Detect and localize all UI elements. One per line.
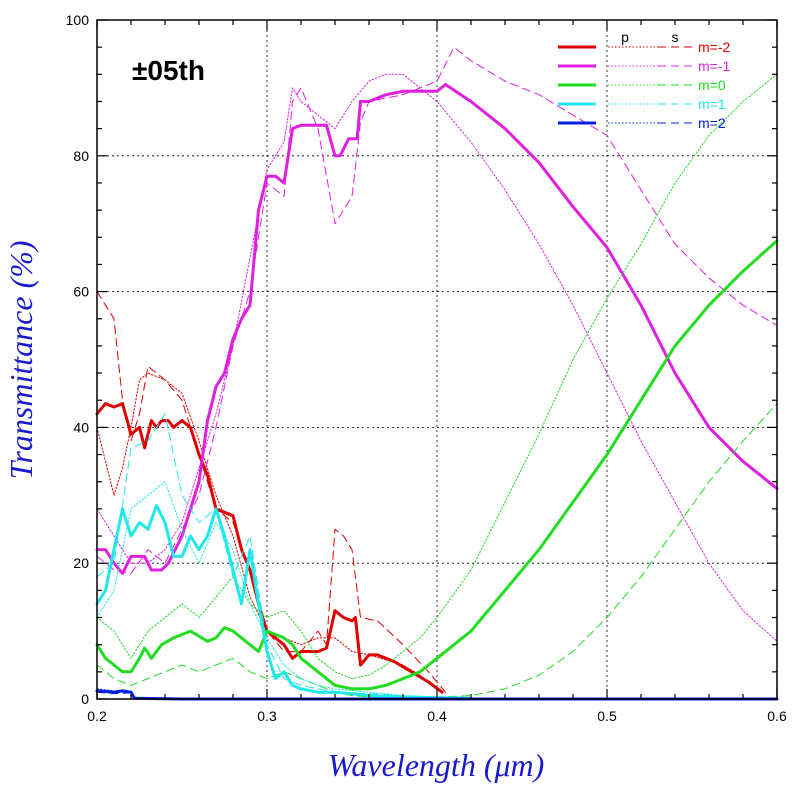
x-tick-label: 0.6 — [767, 708, 787, 724]
series-line-m=0-p — [96, 73, 778, 680]
x-tick-label: 0.2 — [87, 708, 107, 724]
series-line-m=-2-total — [95, 402, 444, 694]
y-axis-title: Transmittance (%) — [3, 240, 39, 479]
x-axis-title: Wavelength (μm) — [328, 747, 545, 783]
y-tick-label: 60 — [73, 284, 89, 300]
series-line-m=-1-total — [95, 83, 779, 575]
axis-ticks — [96, 19, 778, 700]
legend: p s m=-2 m=-1 m=0 m=1 m=2 — [558, 29, 731, 131]
series-line-m=1-s — [96, 413, 438, 698]
y-tick-label: 80 — [73, 148, 89, 164]
x-tick-label: 0.4 — [427, 708, 447, 724]
series-line-m=-1-p — [96, 73, 778, 642]
series-line-m=2-s — [96, 691, 778, 700]
legend-label: m=-2 — [698, 39, 731, 55]
y-tick-label: 40 — [73, 419, 89, 435]
series-line-m=-1-s — [96, 46, 778, 574]
x-tick-labels: 0.2 0.3 0.4 0.5 0.6 — [87, 708, 787, 724]
series-line-m=-2-p — [96, 372, 438, 690]
diffraction-order-label: ±05th — [132, 55, 205, 86]
series-line-m=2-p — [96, 688, 778, 700]
series-line-m=0-total — [95, 239, 779, 691]
legend-label: m=1 — [698, 96, 726, 112]
y-tick-label: 0 — [81, 691, 89, 707]
legend-label: m=-1 — [698, 58, 731, 74]
y-tick-labels: 0 20 40 60 80 100 — [66, 12, 90, 707]
legend-col-header-s: s — [672, 29, 679, 45]
series-line-m=1-p — [96, 481, 438, 698]
series-line-m=1-total — [95, 504, 473, 700]
legend-col-header-p: p — [621, 29, 629, 45]
grid-lines — [97, 20, 777, 699]
y-tick-label: 100 — [66, 12, 90, 28]
x-tick-label: 0.3 — [257, 708, 277, 724]
legend-label: m=0 — [698, 77, 726, 93]
legend-label: m=2 — [698, 115, 726, 131]
y-tick-label: 20 — [73, 555, 89, 571]
x-tick-label: 0.5 — [597, 708, 617, 724]
